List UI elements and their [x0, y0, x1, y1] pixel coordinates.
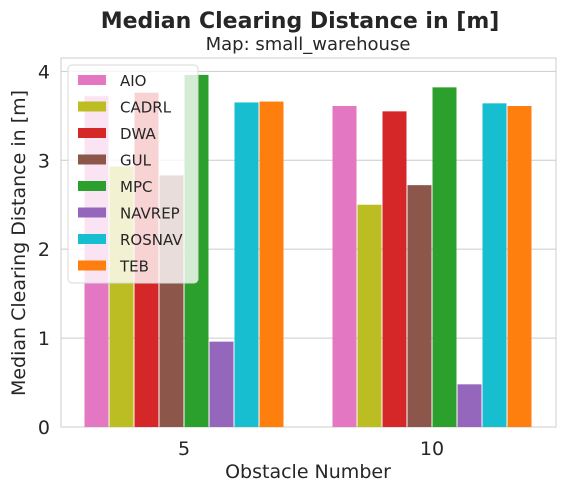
- legend-label-gul: GUL: [120, 152, 152, 170]
- x-axis-ticks: 5 10: [178, 438, 444, 460]
- bar-rosnav-10: [482, 103, 507, 427]
- bar-rosnav-5: [234, 102, 259, 428]
- x-axis-label: Obstacle Number: [225, 461, 391, 483]
- chart-subtitle: Map: small_warehouse: [206, 34, 411, 55]
- legend-label-mpc: MPC: [120, 178, 152, 196]
- bar-gul-10: [407, 185, 432, 427]
- legend-label-teb: TEB: [119, 258, 149, 276]
- legend-box: [67, 64, 199, 284]
- bar-teb-5: [259, 101, 284, 428]
- x-tick-label: 10: [420, 438, 444, 460]
- chart-title: Median Clearing Distance in [m]: [101, 9, 500, 34]
- legend-label-navrep: NAVREP: [120, 205, 180, 223]
- legend-label-dwa: DWA: [120, 125, 157, 143]
- legend-swatch-cadrl: [78, 101, 106, 112]
- y-tick-label: 2: [38, 239, 50, 261]
- legend-swatch-teb: [78, 260, 106, 271]
- legend-swatch-mpc: [78, 181, 106, 191]
- y-axis-label: Median Clearing Distance in [m]: [8, 90, 30, 396]
- plot-area: [60, 57, 557, 428]
- legend-swatch-rosnav: [78, 234, 106, 244]
- legend-swatch-gul: [78, 154, 106, 165]
- bar-navrep-5: [209, 341, 234, 427]
- x-tick-label: 5: [178, 438, 190, 460]
- legend-label-rosnav: ROSNAV: [120, 231, 183, 249]
- bar-navrep-10: [457, 384, 482, 427]
- legend-label-cadrl: CADRL: [120, 99, 172, 117]
- legend-swatch-navrep: [78, 207, 106, 218]
- legend-swatch-dwa: [78, 128, 106, 138]
- legend-swatch-aio: [78, 75, 106, 85]
- legend-label-aio: AIO: [120, 72, 147, 90]
- bar-aio-10: [332, 106, 357, 427]
- y-axis-ticks: 0 1 2 3 4: [38, 61, 50, 439]
- legend: AIO CADRL DWA GUL MPC NAVREP ROSNAV TEB: [67, 64, 199, 284]
- y-tick-label: 0: [38, 417, 50, 439]
- y-tick-label: 3: [38, 150, 50, 172]
- bar-mpc-10: [432, 87, 457, 428]
- bar-cadrl-10: [357, 204, 382, 427]
- y-tick-label: 4: [38, 61, 50, 83]
- y-tick-label: 1: [38, 328, 50, 350]
- bar-dwa-10: [382, 111, 407, 427]
- bar-teb-10: [507, 106, 532, 427]
